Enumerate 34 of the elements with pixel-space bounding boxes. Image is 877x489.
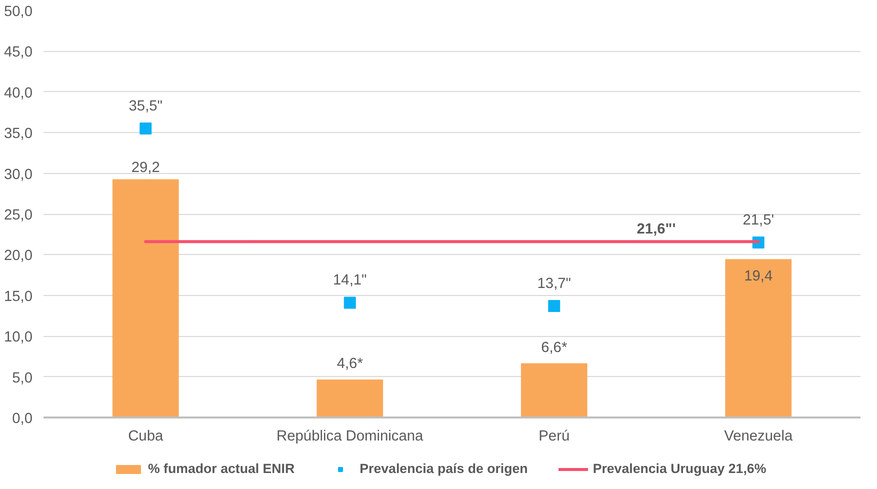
y-tick-label: 20,0: [4, 248, 33, 264]
bar: [520, 363, 588, 418]
legend-label: Prevalencia Uruguay 21,6%: [592, 461, 766, 476]
x-tick-label: Cuba: [128, 428, 164, 444]
data-label: 29,2: [131, 160, 160, 176]
data-label: 6,6*: [541, 340, 568, 356]
y-tick-label: 30,0: [4, 166, 33, 183]
x-tick-label: Perú: [538, 428, 570, 444]
y-tick-label: 5,0: [12, 370, 32, 386]
data-label: 21,5': [742, 212, 774, 228]
data-label: 4,6*: [336, 356, 364, 372]
y-tick-label: 10,0: [4, 330, 33, 346]
bar: [725, 259, 792, 418]
y-tick-label: 15,0: [4, 288, 33, 305]
data-label: 14,1": [333, 272, 367, 289]
point: [344, 296, 356, 309]
legend-label: Prevalencia país de origen: [360, 461, 528, 476]
y-tick-label: 0,0: [12, 411, 32, 427]
x-tick-label: República Dominicana: [276, 428, 424, 444]
y-tick-label: 35,0: [4, 126, 33, 142]
bar: [112, 179, 179, 418]
data-label: 13,7": [537, 276, 571, 292]
data-label: 35,5": [128, 98, 162, 115]
y-tick-label: 40,0: [4, 85, 33, 102]
point: [140, 122, 152, 135]
bar: [316, 380, 384, 418]
data-label: 19,4: [744, 268, 773, 285]
point: [548, 300, 560, 312]
x-tick-label: Venezuela: [724, 428, 794, 444]
y-tick-label: 25,0: [4, 208, 33, 224]
legend-label: % fumador actual ENIR: [148, 461, 295, 476]
y-tick-label: 45,0: [4, 44, 33, 61]
annotation: 21,6"': [636, 222, 676, 238]
y-tick-label: 50,0: [4, 4, 33, 20]
